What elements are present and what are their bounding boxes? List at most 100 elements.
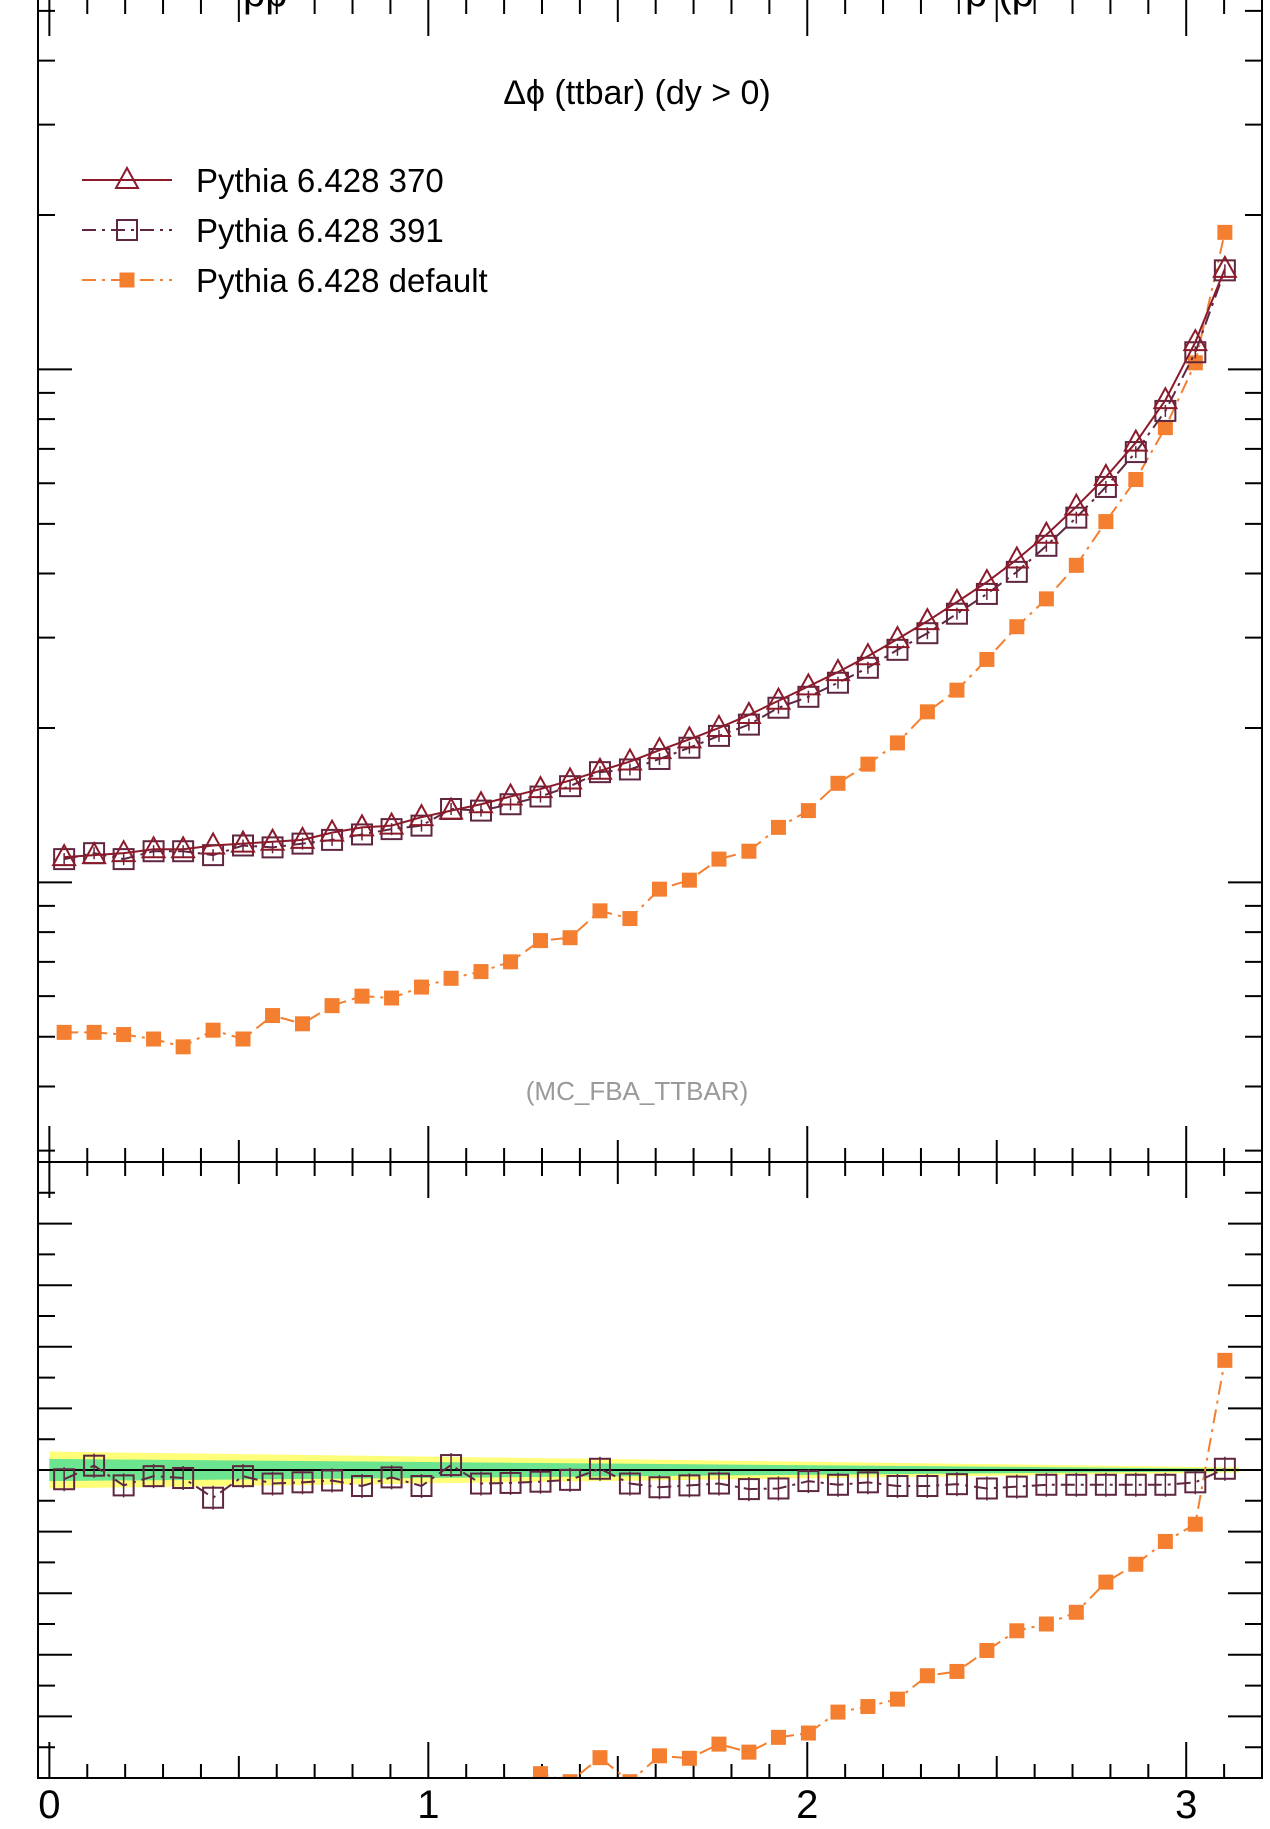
ratio-data-point: [979, 1642, 995, 1658]
data-point: [949, 682, 965, 698]
data-point: [291, 832, 314, 855]
data-point: [1093, 462, 1119, 486]
data-point: [116, 1027, 132, 1043]
data-point: [408, 803, 435, 827]
ratio-data-point: [440, 1454, 463, 1477]
data-point: [259, 827, 286, 851]
data-point: [438, 796, 464, 820]
ratio-data-point: [1217, 1352, 1233, 1368]
ratio-data-point: [1065, 1473, 1088, 1496]
data-point: [884, 625, 911, 649]
data-point: [230, 829, 256, 853]
title-fragment-left: pp: [243, 0, 288, 15]
ratio-data-point: [707, 1472, 730, 1495]
data-point: [765, 686, 792, 710]
analysis-watermark: (MC_FBA_TTBAR): [526, 1076, 748, 1106]
ratio-data-point: [648, 1476, 671, 1499]
ratio-data-point: [469, 1472, 492, 1495]
ratio-data-point: [1009, 1623, 1025, 1639]
ratio-data-point: [678, 1474, 701, 1497]
data-point: [681, 872, 697, 888]
data-point: [855, 642, 881, 666]
ratio-data-point: [651, 1748, 667, 1764]
ratio-data-point: [53, 1468, 76, 1491]
ratio-data-point: [559, 1468, 582, 1491]
ratio-data-point: [296, 1809, 310, 1823]
data-point: [349, 813, 375, 837]
ratio-data-point: [618, 1472, 641, 1495]
ratio-data-point: [919, 1668, 935, 1684]
data-point: [945, 602, 968, 625]
ratio-data-point: [622, 1774, 638, 1778]
data-point: [81, 841, 107, 865]
data-point: [562, 930, 578, 946]
data-point: [800, 803, 816, 819]
ratio-data-point: [202, 1486, 225, 1509]
data-point: [736, 700, 762, 724]
data-point: [295, 1016, 311, 1032]
ratio-data-point: [1098, 1574, 1114, 1590]
ratio-plot-frame: [37, 1161, 1263, 1779]
data-point: [1068, 557, 1084, 573]
ratio-data-point: [588, 1457, 611, 1480]
legend-label: Pythia 6.428 default: [196, 262, 488, 299]
ratio-data-point: [529, 1470, 552, 1493]
ratio-plot-panel: 0 1 2 3: [37, 1161, 1263, 1829]
ratio-data-point: [1005, 1475, 1028, 1498]
ratio-data-point: [945, 1473, 968, 1496]
data-point: [795, 672, 822, 696]
ratio-data-point: [147, 1816, 161, 1829]
ratio-data-point: [562, 1774, 578, 1778]
data-point: [1063, 492, 1090, 516]
main-axis-ticks: [38, 0, 1262, 1162]
data-point: [1098, 514, 1114, 530]
ratio-data-point: [351, 1475, 373, 1498]
data-point: [232, 834, 255, 857]
data-point: [53, 848, 76, 871]
data-point: [706, 713, 732, 737]
ratio-data-point: [800, 1725, 816, 1741]
ratio-data-point: [474, 1788, 488, 1802]
series-line: [64, 268, 1226, 859]
ratio-data-point: [889, 1691, 905, 1707]
data-point: [170, 835, 196, 859]
x-tick-label: 0: [38, 1783, 60, 1827]
data-point: [110, 839, 137, 863]
ratio-data-point: [886, 1475, 909, 1498]
data-point: [830, 775, 846, 791]
ratio-data-point: [325, 1796, 339, 1810]
data-point: [319, 818, 345, 842]
data-point: [914, 607, 941, 631]
data-point: [140, 835, 167, 859]
ratio-data-point: [1157, 1533, 1173, 1549]
ratio-data-point: [1068, 1604, 1084, 1620]
data-point: [1004, 545, 1030, 569]
ratio-data-point: [770, 1729, 786, 1745]
data-point: [413, 979, 429, 995]
data-point: [51, 843, 77, 867]
x-tick-label: 1: [417, 1783, 439, 1827]
ratio-data-point: [232, 1465, 255, 1488]
ratio-data-point: [1038, 1616, 1054, 1632]
ratio-data-point: [355, 1790, 369, 1804]
ratio-series-clipped: [53, 1352, 1236, 1829]
data-point: [711, 851, 727, 867]
data-point: [1212, 254, 1238, 278]
ratio-data-point: [830, 1704, 846, 1720]
data-point: [825, 658, 851, 682]
data-point: [770, 819, 786, 835]
data-point: [741, 843, 757, 859]
data-point: [1009, 619, 1025, 635]
ratio-data-point: [380, 1466, 403, 1489]
main-plot-panel: Δϕ (ttbar) (dy > 0) (MC_FBA_TTBAR) Pythi…: [37, 0, 1263, 1163]
ratio-data-point: [797, 1470, 820, 1493]
ratio-data-point: [176, 1825, 190, 1829]
data-point: [324, 998, 340, 1014]
ratio-data-point: [1187, 1516, 1203, 1532]
ratio-data-point: [711, 1736, 727, 1752]
data-point: [974, 567, 1000, 592]
ratio-data-point: [1154, 1473, 1177, 1496]
data-point: [384, 990, 400, 1006]
data-point: [651, 881, 667, 897]
